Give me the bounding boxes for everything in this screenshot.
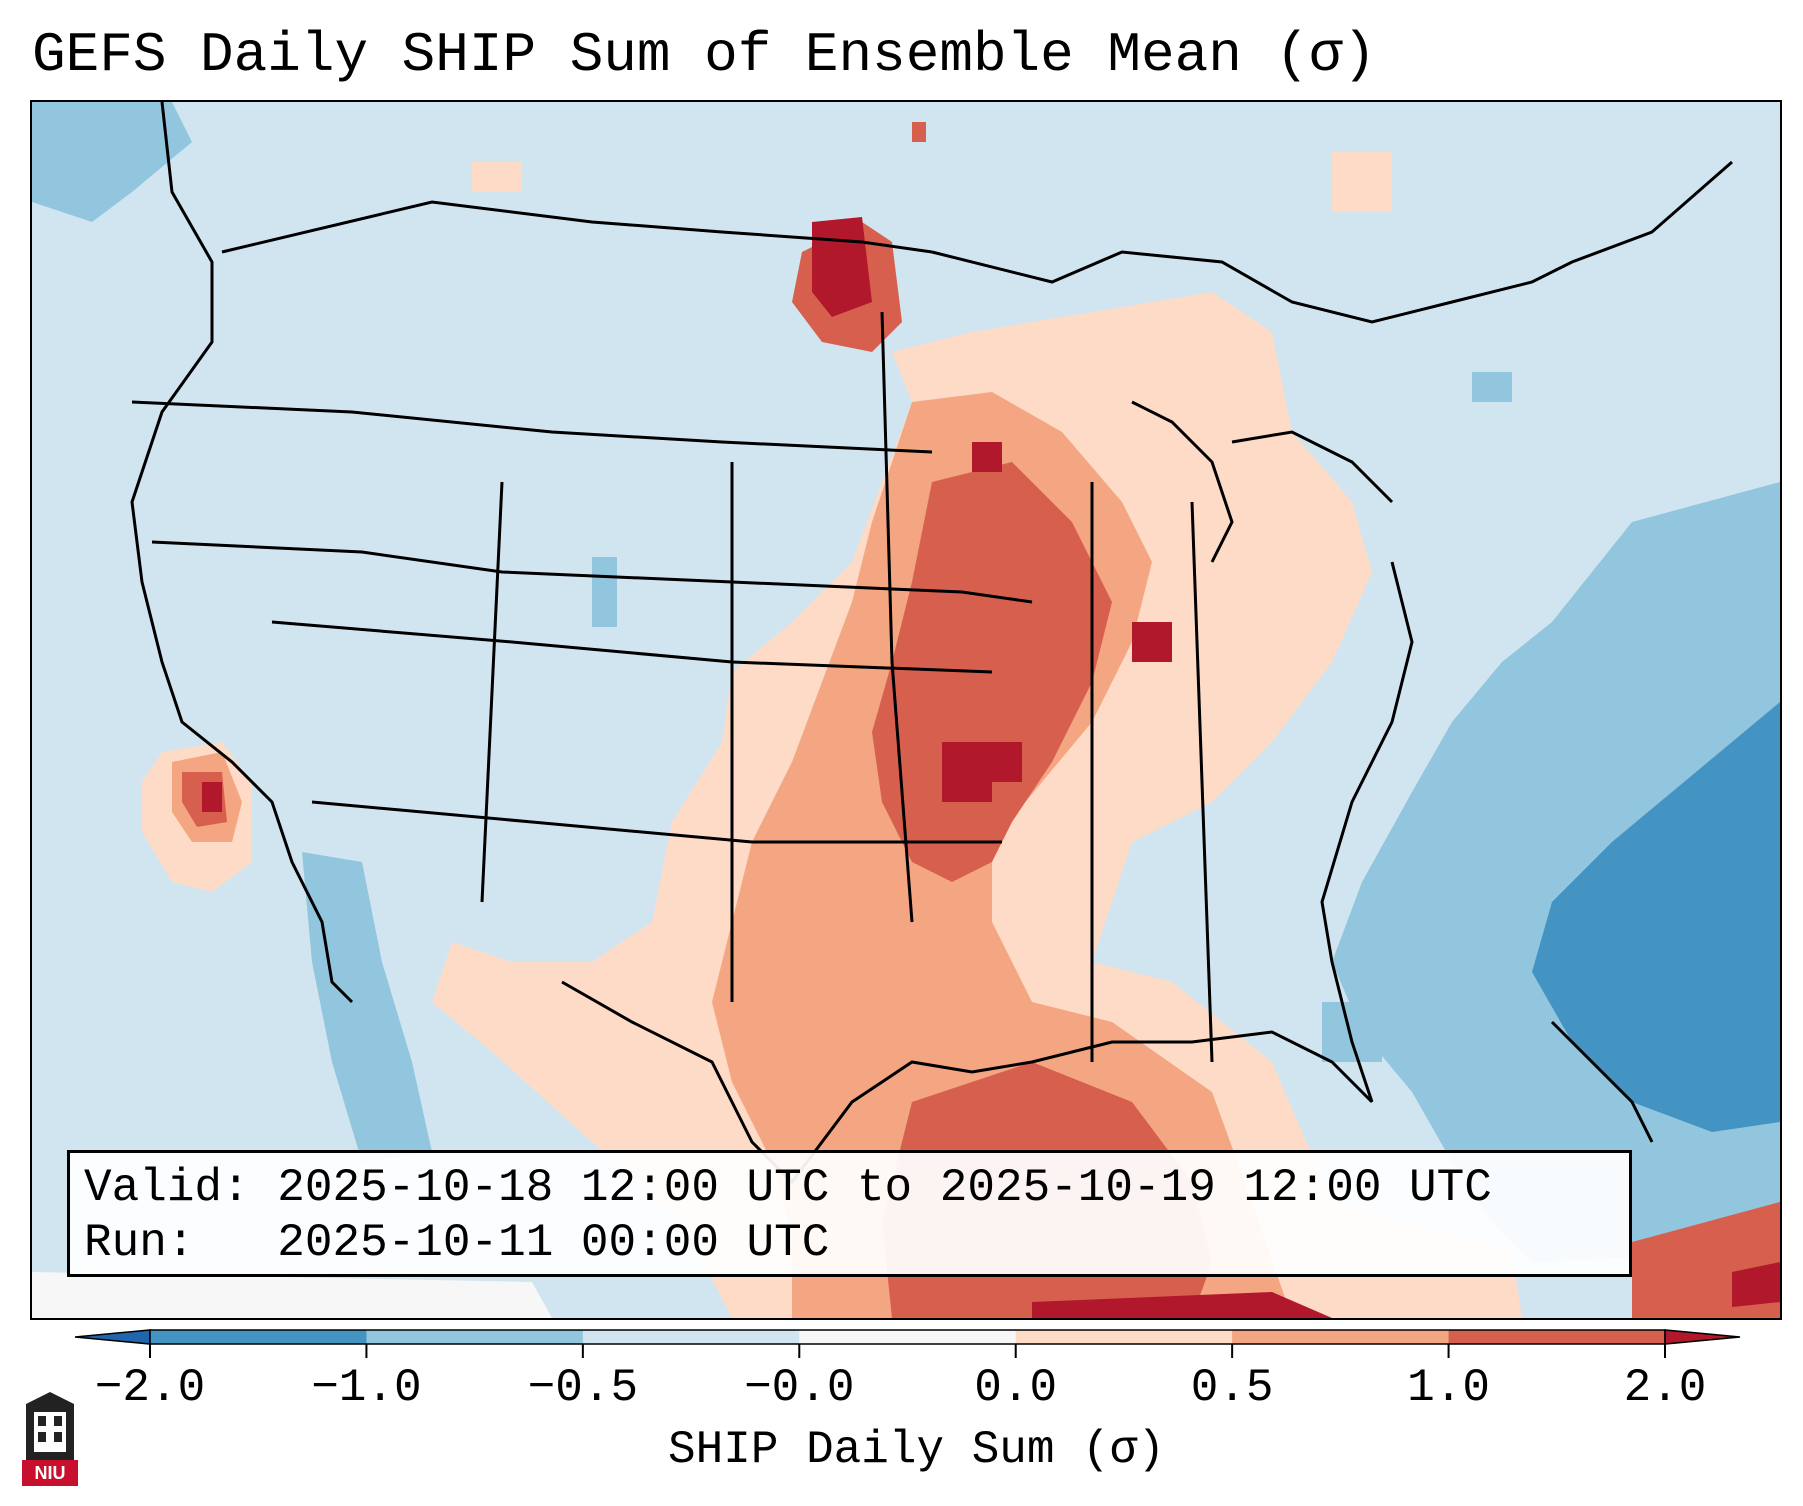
colorbar-segment [1448,1330,1666,1344]
east-coast [1320,561,1414,1103]
vertical-line-4 [1190,501,1214,1063]
colorbar-outline [149,1329,1666,1345]
colorbar [74,1329,1741,1358]
map-panel [30,100,1782,1320]
chart-title: GEFS Daily SHIP Sum of Ensemble Mean (σ) [32,23,1377,87]
colorbar-segment [366,1330,584,1344]
map-canvas [32,102,1780,1318]
colorbar-under-arrow [74,1329,151,1345]
colorbar-tick-label: −0.5 [527,1362,639,1414]
valid-value: 2025-10-18 12:00 UTC to 2025-10-19 12:00… [277,1162,1492,1214]
colorbar-segment [799,1330,1017,1344]
canada-border-east [931,160,1733,324]
logo-text: NIU [22,1460,78,1486]
california-positive-anomaly [142,742,252,892]
pacific-negative-anomaly [32,102,552,1318]
lake-michigan [1131,400,1234,563]
state-line-3 [271,620,993,674]
colorbar-tick-label: 2.0 [1623,1362,1707,1414]
colorbar-tick-label: −1.0 [311,1362,422,1414]
colorbar-label: SHIP Daily Sum (σ) [668,1424,1165,1476]
castle-icon [26,1392,74,1460]
validity-info-box: Valid: 2025-10-18 12:00 UTC to 2025-10-1… [67,1150,1632,1277]
colorbar-segment [1232,1330,1450,1344]
state-line-1 [131,400,933,454]
colorbar-segment [582,1330,800,1344]
bahamas [1550,1020,1654,1143]
colorbar-tick-label: 0.0 [974,1362,1058,1414]
atlantic-negative-anomaly [1332,482,1780,1262]
niu-logo: NIU [22,1390,78,1486]
colorbar-over-arrow [1664,1329,1741,1345]
colorbar-tick-label: −0.0 [744,1362,855,1414]
great-lakes [1231,430,1394,504]
mississippi-line [880,311,914,923]
valid-label: Valid: [84,1162,250,1214]
colorbar-segment [150,1330,367,1344]
run-value: 2025-10-11 00:00 UTC [277,1217,830,1269]
state-line-2 [151,540,1033,604]
colorbar-tick-label: 1.0 [1407,1362,1490,1414]
boundaries [130,102,1733,1185]
canada-border-west [221,200,933,254]
eastern-us-negative-spots [592,372,1512,1062]
colorbar-segment [1015,1330,1233,1344]
gulf-coast [561,980,1374,1185]
vertical-line-1 [480,481,504,903]
state-line-4 [311,800,1002,844]
run-label: Run: [84,1217,195,1269]
colorbar-tick-label: 0.5 [1190,1362,1274,1414]
west-coast [130,102,354,1004]
colorbar-tick-label: −2.0 [94,1362,206,1414]
canada-positive-spots [472,122,1392,212]
